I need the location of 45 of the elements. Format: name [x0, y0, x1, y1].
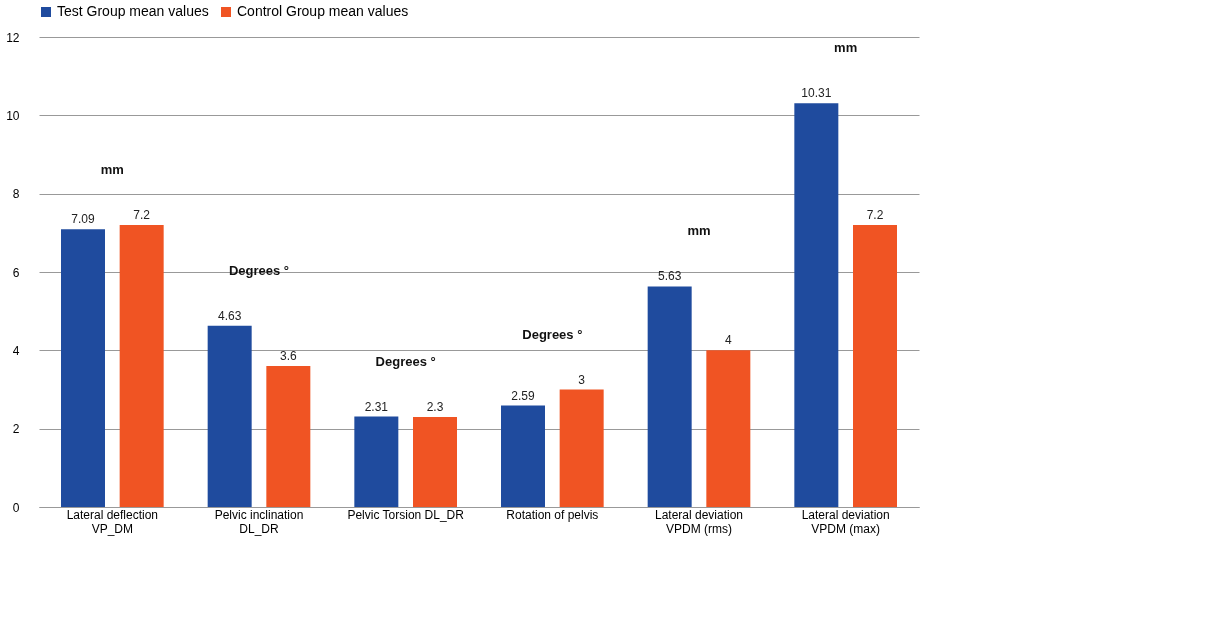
y-tick-label: 8 — [12, 187, 20, 202]
x-tick-label: Pelvic Torsion DL_DR — [347, 507, 465, 522]
y-tick-label: 2 — [12, 422, 20, 437]
annotation: Degrees ° — [522, 326, 583, 342]
legend-label: Control Group mean values — [237, 3, 409, 19]
annotation: mm — [100, 162, 124, 177]
bar — [354, 416, 399, 507]
data-label: 2.3 — [426, 399, 444, 414]
data-label: 2.31 — [364, 399, 389, 414]
bar — [647, 286, 692, 507]
bar — [207, 325, 252, 507]
annotation: mm — [834, 40, 858, 56]
x-tick-label: Lateral deviation VPDM (max) — [801, 507, 890, 536]
x-tick-label: Lateral deflection VP_DM — [66, 507, 159, 536]
bar — [794, 103, 839, 507]
data-label: 2.59 — [511, 388, 535, 403]
y-tick-label: 0 — [12, 500, 20, 515]
data-label: 3 — [578, 372, 586, 387]
x-tick-label: Rotation of pelvis — [506, 507, 599, 522]
data-label: 4 — [724, 333, 732, 348]
data-label: 4.63 — [217, 308, 242, 323]
data-label: 3.6 — [279, 349, 297, 363]
annotation: Degrees ° — [228, 262, 290, 278]
bar — [413, 416, 457, 507]
data-label: 10.31 — [801, 86, 832, 101]
bar — [501, 405, 545, 507]
data-label: 7.2 — [133, 208, 151, 222]
x-tick-label: Lateral deviation VPDM (rms) — [654, 507, 744, 536]
bar — [266, 366, 311, 507]
y-tick-label: 10 — [6, 108, 20, 123]
bar — [119, 225, 164, 507]
y-tick-label: 6 — [12, 265, 20, 280]
data-label: 7.09 — [71, 212, 95, 227]
legend-label: Test Group mean values — [57, 3, 209, 19]
bar — [61, 229, 105, 507]
annotation: mm — [687, 223, 711, 239]
data-label: 5.63 — [657, 269, 682, 284]
y-tick-label: 12 — [6, 30, 20, 45]
bar — [559, 389, 604, 507]
x-tick-label: Pelvic inclination DL_DR — [214, 507, 304, 536]
bar — [706, 350, 751, 507]
data-label: 7.2 — [866, 208, 884, 222]
annotation: Degrees ° — [375, 353, 436, 369]
bar — [853, 225, 897, 507]
y-tick-label: 4 — [12, 343, 20, 358]
